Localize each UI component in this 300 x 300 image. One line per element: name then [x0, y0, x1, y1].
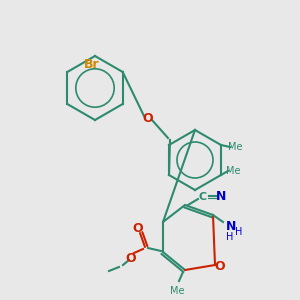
- Text: H: H: [226, 232, 234, 242]
- Text: Me: Me: [170, 286, 184, 296]
- Text: H: H: [235, 227, 243, 237]
- Text: N: N: [216, 190, 226, 203]
- Text: O: O: [143, 112, 153, 124]
- Text: Me: Me: [228, 142, 242, 152]
- Text: N: N: [226, 220, 236, 233]
- Text: O: O: [126, 251, 136, 265]
- Text: Br: Br: [84, 58, 100, 70]
- Text: O: O: [133, 221, 143, 235]
- Text: O: O: [215, 260, 225, 274]
- Text: C: C: [199, 192, 207, 202]
- Text: Me: Me: [226, 166, 240, 176]
